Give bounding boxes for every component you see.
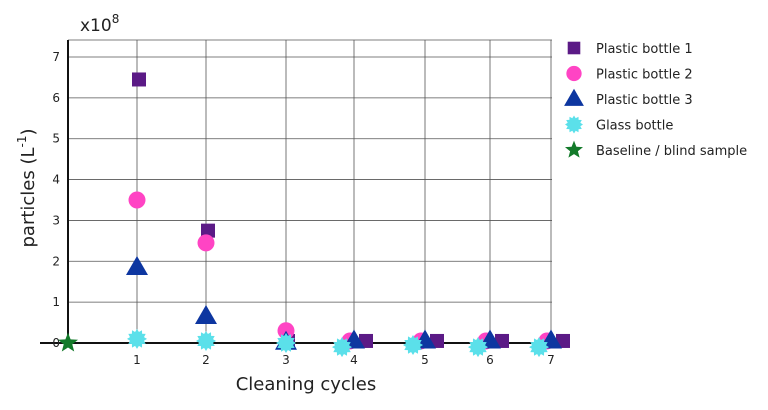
- x-tick-label-3: 3: [282, 353, 290, 367]
- grid: [68, 39, 552, 343]
- legend-label-5: Baseline / blind sample: [596, 144, 747, 159]
- point-starburst-2: [196, 331, 216, 351]
- x-tick-label-7: 7: [547, 353, 555, 367]
- y-axis-label-text: particles (L: [18, 147, 39, 247]
- point-square-1: [132, 72, 146, 87]
- point-starburst-3: [276, 333, 296, 353]
- point-circle-2: [197, 234, 215, 252]
- point-circle-1: [128, 191, 146, 209]
- legend-marker-3: [564, 88, 584, 106]
- point-starburst-4: [332, 337, 352, 358]
- axes: [40, 40, 552, 344]
- point-starburst-5: [403, 335, 423, 355]
- legend-label-1: Plastic bottle 1: [596, 42, 693, 57]
- point-starburst-7: [529, 337, 549, 358]
- x-tick-label-6: 6: [486, 353, 494, 367]
- legend-marker-1: [567, 41, 581, 55]
- series-plastic-bottle-2: [128, 191, 556, 350]
- y-axis-label-exponent: -1: [15, 136, 29, 148]
- series-plastic-bottle-1: [132, 72, 570, 348]
- point-triangle-2: [195, 305, 217, 325]
- x-tick-label-5: 5: [421, 353, 429, 367]
- x-tick-label-4: 4: [350, 353, 358, 367]
- x-tick-label-1: 1: [133, 353, 141, 367]
- legend-item-2: Plastic bottle 2: [566, 65, 693, 83]
- x-axis-label: Cleaning cycles: [236, 374, 377, 395]
- y-tick-label-1: 1: [52, 295, 60, 309]
- y-tick-label-4: 4: [52, 173, 60, 187]
- legend-item-4: Glass bottle: [565, 115, 673, 134]
- y-tick-label-5: 5: [52, 132, 60, 146]
- x-tick-label-2: 2: [202, 353, 210, 367]
- y-tick-label-0: 0: [52, 336, 60, 350]
- point-square-2: [201, 223, 215, 238]
- series-baseline-blind-sample: [58, 332, 78, 352]
- y-axis-multiplier: x108: [80, 12, 119, 36]
- y-axis-label-close: ): [18, 128, 39, 135]
- y-tick-label-3: 3: [52, 213, 60, 227]
- legend: Plastic bottle 1 Plastic bottle 2 Plastic …: [564, 41, 747, 159]
- legend-item-5: Baseline / blind sample: [565, 140, 747, 159]
- legend-item-1: Plastic bottle 1: [567, 41, 693, 57]
- data-points: [58, 72, 570, 358]
- point-star-0: [58, 332, 78, 352]
- y-tick-label-7: 7: [52, 50, 60, 64]
- series-glass-bottle: [127, 328, 549, 358]
- y-axis-label: particles (L-1): [15, 128, 39, 247]
- y-tick-label-2: 2: [52, 254, 60, 268]
- legend-label-4: Glass bottle: [596, 119, 673, 134]
- point-starburst-1: [127, 328, 147, 349]
- legend-marker-5: [565, 140, 583, 158]
- point-starburst-6: [468, 337, 488, 358]
- legend-marker-4: [565, 115, 583, 134]
- y-axis-multiplier-base: x10: [80, 16, 112, 36]
- y-axis-multiplier-exponent: 8: [112, 12, 120, 26]
- legend-label-3: Plastic bottle 3: [596, 93, 693, 108]
- point-triangle-1: [126, 256, 148, 276]
- legend-item-3: Plastic bottle 3: [564, 88, 693, 108]
- y-tick-label-6: 6: [52, 91, 60, 105]
- legend-marker-2: [566, 65, 582, 82]
- legend-label-2: Plastic bottle 2: [596, 68, 693, 83]
- tick-labels: 0 1 2 3 4 5 6 7 1 2 3 4 5 6 7: [52, 50, 554, 367]
